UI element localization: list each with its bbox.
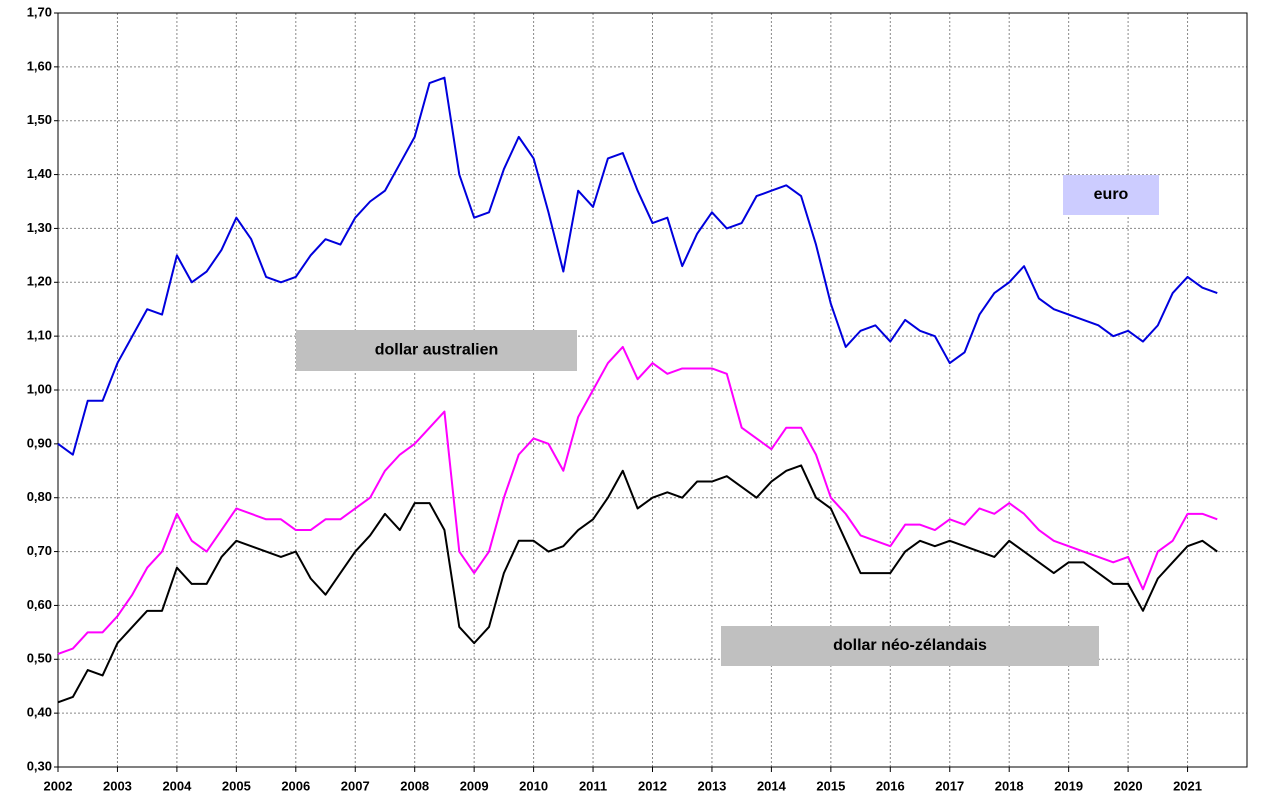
y-tick-label: 0,90 <box>27 435 52 450</box>
series-label: dollar néo-zélandais <box>833 637 987 654</box>
x-tick-label: 2005 <box>222 778 251 793</box>
y-tick-label: 1,70 <box>27 4 52 19</box>
y-tick-label: 0,30 <box>27 758 52 773</box>
series-label: euro <box>1094 186 1129 203</box>
plot-frame <box>57 12 1248 768</box>
x-tick-label: 2011 <box>579 778 607 793</box>
x-tick-label: 2016 <box>876 778 905 793</box>
x-tick-label: 2006 <box>281 778 310 793</box>
y-tick-label: 1,40 <box>27 166 52 181</box>
x-tick-label: 2020 <box>1114 778 1143 793</box>
x-tick-label: 2007 <box>341 778 370 793</box>
y-tick-label: 0,70 <box>27 543 52 558</box>
x-tick-label: 2003 <box>103 778 132 793</box>
series-label-box <box>296 330 577 371</box>
x-tick-label: 2018 <box>995 778 1024 793</box>
x-tick-label: 2017 <box>935 778 964 793</box>
x-tick-label: 2004 <box>162 778 192 793</box>
y-tick-label: 1,50 <box>27 112 52 127</box>
y-tick-label: 0,40 <box>27 705 52 720</box>
series-label: dollar australien <box>375 342 499 359</box>
y-tick-label: 1,60 <box>27 58 52 73</box>
series-line <box>57 76 1218 456</box>
x-tick-label: 2019 <box>1054 778 1083 793</box>
series-label-box <box>1063 175 1159 215</box>
x-tick-label: 2002 <box>44 778 73 793</box>
y-tick-label: 1,30 <box>27 220 52 235</box>
x-tick-label: 2021 <box>1173 778 1202 793</box>
x-tick-label: 2012 <box>638 778 667 793</box>
series-label-box <box>721 626 1099 666</box>
y-tick-label: 0,60 <box>27 597 52 612</box>
y-tick-label: 1,00 <box>27 381 52 396</box>
series-line <box>57 464 1218 704</box>
y-tick-label: 0,80 <box>27 489 52 504</box>
x-tick-label: 2014 <box>757 778 787 793</box>
x-tick-label: 2009 <box>460 778 489 793</box>
x-tick-label: 2010 <box>519 778 548 793</box>
y-tick-label: 0,50 <box>27 651 52 666</box>
x-tick-label: 2015 <box>816 778 845 793</box>
x-tick-label: 2008 <box>400 778 429 793</box>
y-tick-label: 1,20 <box>27 274 52 289</box>
series-line <box>57 345 1218 655</box>
y-tick-label: 1,10 <box>27 328 52 343</box>
x-tick-label: 2013 <box>697 778 726 793</box>
